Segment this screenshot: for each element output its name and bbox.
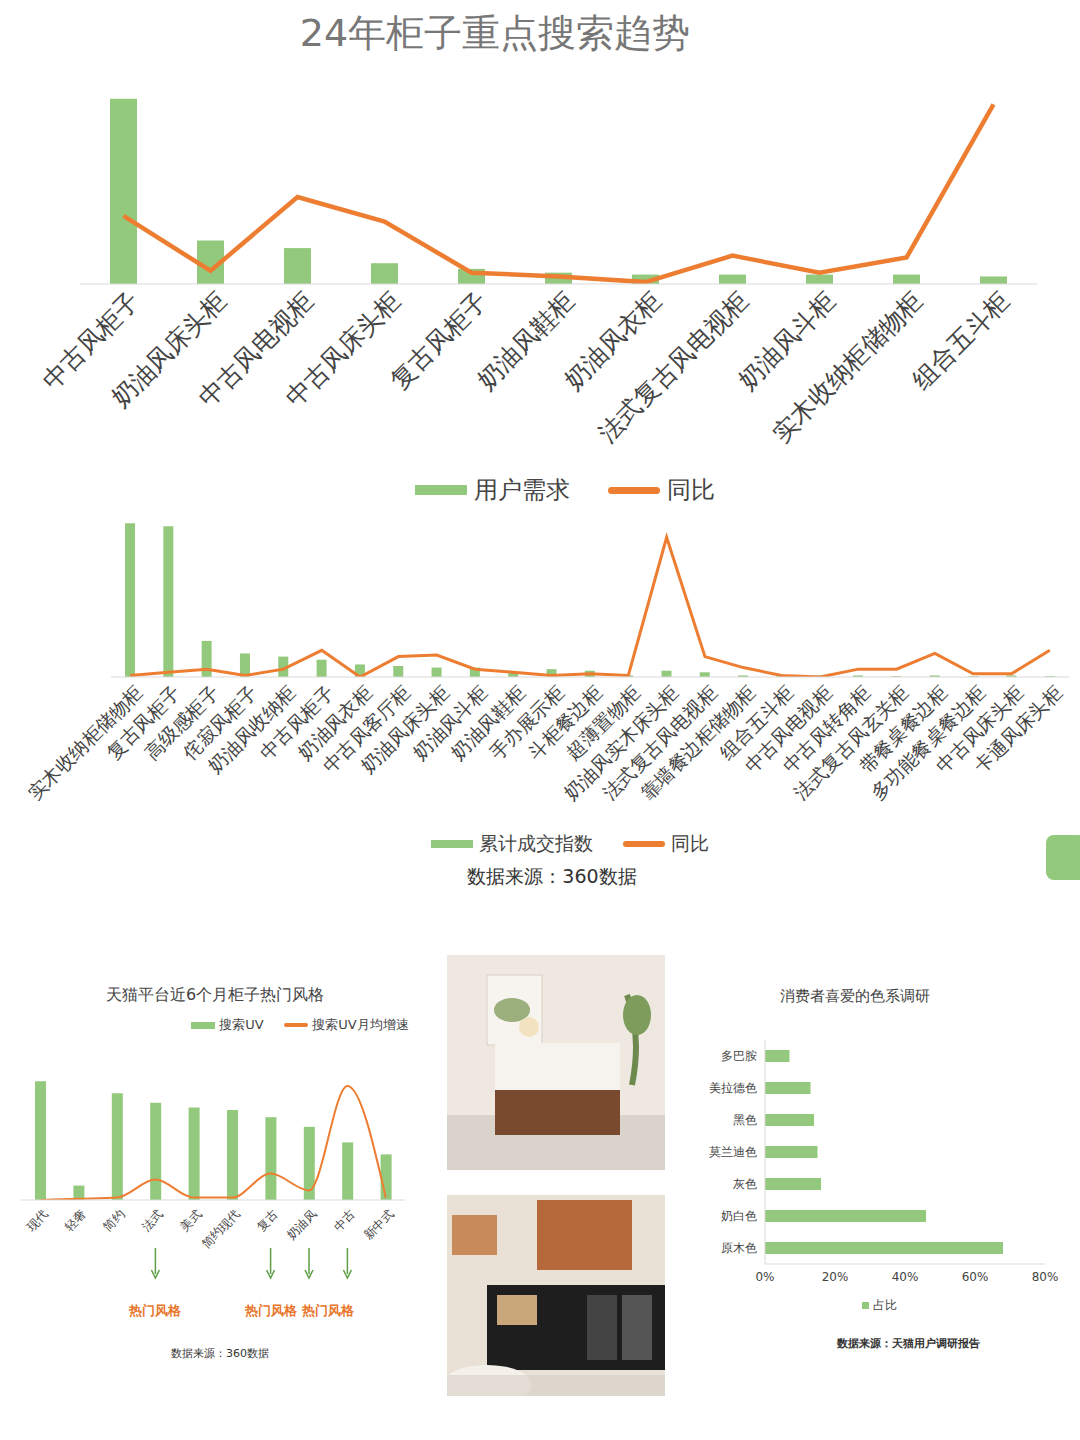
svg-text:中古风电视柜: 中古风电视柜 [192, 285, 320, 413]
html-text:数据来源：360数据: 数据来源：360数据 [467, 865, 637, 887]
html-text:数据来源：360数据: 数据来源：360数据 [171, 1347, 269, 1360]
html-text:同比: 同比 [670, 832, 709, 854]
svg-text:40%: 40% [892, 1270, 919, 1284]
svg-text:组合五斗柜: 组合五斗柜 [714, 681, 798, 764]
svg-text:新中式: 新中式 [361, 1207, 396, 1242]
svg-text:轻奢: 轻奢 [62, 1207, 89, 1234]
svg-text:原木色: 原木色 [721, 1241, 757, 1255]
svg-text:灰色: 灰色 [733, 1177, 757, 1191]
svg-text:美式: 美式 [177, 1207, 204, 1234]
svg-text:奶油风斗柜: 奶油风斗柜 [732, 285, 842, 395]
html-text:累计成交指数: 累计成交指数 [478, 832, 593, 854]
svg-text:奶油风实木床头柜: 奶油风实木床头柜 [559, 681, 683, 804]
svg-text:美拉德色: 美拉德色 [709, 1081, 757, 1095]
html-text:占比: 占比 [873, 1298, 897, 1312]
svg-text:简约现代: 简约现代 [199, 1207, 243, 1251]
html-text:用户需求: 用户需求 [473, 476, 570, 504]
svg-text:热门风格: 热门风格 [301, 1303, 355, 1318]
svg-text:手办展示柜: 手办展示柜 [485, 681, 568, 764]
svg-text:0%: 0% [755, 1270, 774, 1284]
svg-text:热门风格: 热门风格 [244, 1303, 298, 1318]
svg-text:中古风柜子: 中古风柜子 [255, 681, 338, 764]
svg-text:实木收纳柜储物柜: 实木收纳柜储物柜 [23, 681, 147, 804]
svg-text:多巴胺: 多巴胺 [721, 1049, 757, 1063]
svg-text:法式复古风电视柜: 法式复古风电视柜 [592, 286, 754, 448]
svg-text:奶油风床头柜: 奶油风床头柜 [356, 681, 453, 778]
svg-text:法式: 法式 [139, 1207, 166, 1234]
html-text:搜索UV月均增速: 搜索UV月均增速 [312, 1017, 409, 1032]
svg-text:奶油风鞋柜: 奶油风鞋柜 [446, 681, 530, 764]
svg-text:60%: 60% [962, 1270, 989, 1284]
html-text:搜索UV: 搜索UV [219, 1017, 264, 1032]
html-text:同比: 同比 [667, 476, 716, 504]
html-text:数据来源：天猫用户调研报告: 数据来源：天猫用户调研报告 [836, 1337, 980, 1350]
svg-text:奶油风衣柜: 奶油风衣柜 [293, 681, 377, 764]
html-text:24年柜子重点搜索趋势: 24年柜子重点搜索趋势 [299, 11, 691, 55]
svg-text:20%: 20% [822, 1270, 849, 1284]
html-text:天猫平台近6个月柜子热门风格: 天猫平台近6个月柜子热门风格 [105, 985, 325, 1004]
svg-text:奶油风斗柜: 奶油风斗柜 [408, 681, 492, 764]
svg-text:中古风床头柜: 中古风床头柜 [931, 681, 1028, 778]
svg-text:带餐桌餐边柜: 带餐桌餐边柜 [854, 681, 951, 778]
svg-text:奶油风: 奶油风 [284, 1207, 319, 1242]
svg-text:卡通风床头柜: 卡通风床头柜 [970, 681, 1066, 777]
svg-text:复古: 复古 [254, 1207, 281, 1234]
svg-text:靠墙餐边柜储物柜: 靠墙餐边柜储物柜 [636, 681, 760, 804]
svg-text:热门风格: 热门风格 [128, 1303, 182, 1318]
svg-text:组合五斗柜: 组合五斗柜 [906, 286, 1015, 395]
svg-text:中古风床头柜: 中古风床头柜 [280, 286, 407, 413]
svg-text:奶油风鞋柜: 奶油风鞋柜 [471, 285, 581, 395]
svg-text:高级感柜子: 高级感柜子 [140, 681, 223, 764]
svg-text:实木收纳柜储物柜: 实木收纳柜储物柜 [766, 286, 928, 448]
svg-text:中古风转角柜: 中古风转角柜 [778, 681, 875, 778]
svg-text:斗柜餐边柜: 斗柜餐边柜 [523, 681, 607, 764]
svg-text:法式复古风玄关柜: 法式复古风玄关柜 [789, 681, 913, 804]
svg-text:80%: 80% [1032, 1270, 1059, 1284]
svg-text:奶白色: 奶白色 [721, 1209, 757, 1223]
svg-text:中古风电视柜: 中古风电视柜 [739, 681, 836, 778]
svg-text:奶油风衣柜: 奶油风衣柜 [558, 285, 668, 395]
svg-text:复古风柜子: 复古风柜子 [101, 681, 185, 764]
svg-text:奶油风床头柜: 奶油风床头柜 [105, 285, 233, 413]
svg-text:复古风柜子: 复古风柜子 [384, 285, 494, 395]
svg-text:中古风柜子: 中古风柜子 [36, 285, 146, 395]
svg-text:简约: 简约 [101, 1207, 128, 1234]
svg-text:超薄置物柜: 超薄置物柜 [561, 681, 645, 764]
svg-text:多功能餐桌餐边柜: 多功能餐桌餐边柜 [866, 681, 990, 804]
svg-text:中古: 中古 [331, 1207, 358, 1234]
svg-text:侘寂风柜子: 侘寂风柜子 [178, 681, 262, 764]
svg-text:法式复古风电视柜: 法式复古风电视柜 [598, 681, 721, 804]
svg-text:现代: 现代 [24, 1207, 51, 1234]
svg-text:奶油风收纳柜: 奶油风收纳柜 [203, 681, 300, 778]
svg-text:莫兰迪色: 莫兰迪色 [709, 1145, 757, 1159]
svg-text:黑色: 黑色 [733, 1113, 757, 1127]
svg-text:中古风客厅柜: 中古风客厅柜 [318, 681, 415, 778]
html-text:消费者喜爱的色系调研: 消费者喜爱的色系调研 [780, 987, 930, 1005]
